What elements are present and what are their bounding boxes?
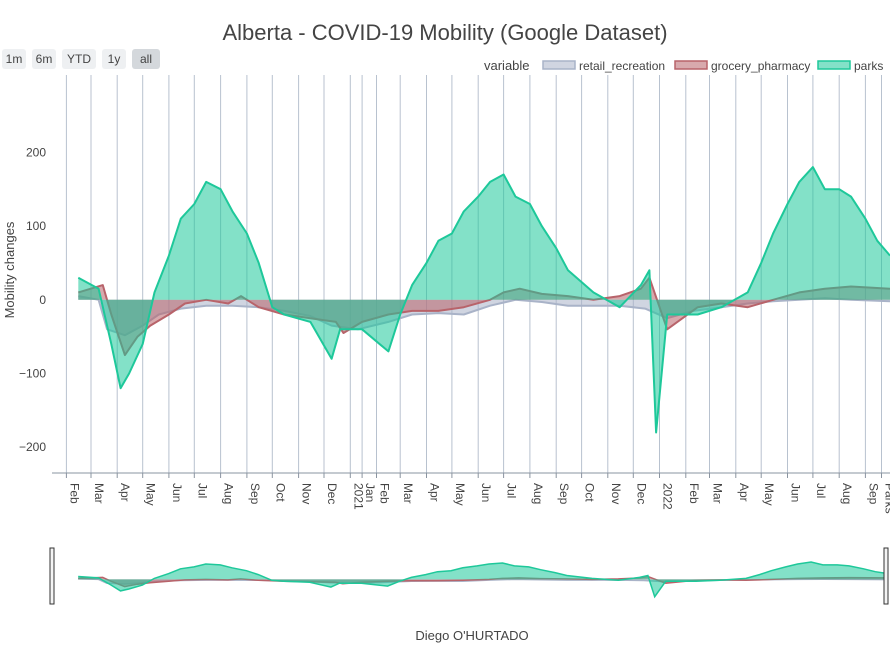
x-tick-label: Apr bbox=[118, 483, 132, 502]
x-tick-label: Feb bbox=[687, 483, 701, 504]
legend-swatch bbox=[674, 60, 708, 70]
x-tick-label: Aug bbox=[840, 483, 854, 504]
legend-label: parks bbox=[854, 59, 883, 73]
legend: variable retail_recreation grocery_pharmac… bbox=[484, 58, 883, 73]
legend-swatch bbox=[542, 60, 576, 70]
range-button-all[interactable]: all bbox=[132, 49, 160, 69]
range-button-bg bbox=[62, 49, 96, 69]
x-tick-label: Feb bbox=[378, 483, 392, 504]
range-button-label: all bbox=[140, 52, 152, 66]
y-axis-label: Mobility changes bbox=[2, 221, 17, 318]
legend-item-parks[interactable]: parks bbox=[817, 59, 883, 73]
y-tick-label: −100 bbox=[19, 367, 46, 381]
x-axis-label: Diego O'HURTADO bbox=[415, 628, 528, 643]
range-slider[interactable] bbox=[49, 547, 889, 605]
x-tick-label: May bbox=[762, 483, 776, 506]
range-button-bg bbox=[132, 49, 160, 69]
range-button-1m[interactable]: 1m bbox=[2, 49, 26, 69]
x-tick-label: Mar bbox=[401, 483, 415, 504]
y-tick-label: 100 bbox=[26, 219, 46, 233]
x-tick-label: Oct bbox=[583, 483, 597, 502]
series-area-parks bbox=[78, 167, 890, 433]
x-tick-label: Jul bbox=[195, 483, 209, 498]
x-tick-label: Oct bbox=[273, 483, 287, 502]
range-button-bg bbox=[102, 49, 126, 69]
x-tick-label: Jan bbox=[363, 483, 377, 502]
plot-area: −200 −100 0 100 200 Feb Mar Apr May Jun Jul Aug Sep… bbox=[19, 75, 890, 514]
x-tick-label: Apr bbox=[737, 483, 751, 502]
x-tick-label: Aug bbox=[531, 483, 545, 504]
range-button-bg bbox=[32, 49, 56, 69]
x-tick-label: Sep bbox=[557, 483, 571, 505]
x-tick-label: Apr bbox=[428, 483, 442, 502]
legend-title: variable bbox=[484, 58, 530, 73]
range-button-ytd[interactable]: YTD bbox=[62, 49, 96, 69]
x-tick-label: Jun bbox=[170, 483, 184, 502]
x-axis-ticks: Feb Mar Apr May Jun Jul Aug Sep Oct Nov Dec 2021Jan… bbox=[65, 473, 890, 514]
legend-label: grocery_pharmacy bbox=[711, 59, 810, 73]
legend-item-grocery-pharmacy[interactable]: grocery_pharmacy bbox=[674, 59, 810, 73]
x-tick-label: Nov bbox=[300, 483, 314, 504]
range-selector: 1m 6m YTD 1y all bbox=[2, 49, 160, 69]
y-tick-label: 200 bbox=[26, 145, 46, 159]
x-tick-label: Nov bbox=[609, 483, 623, 504]
x-tick-label: Jun bbox=[789, 483, 803, 502]
range-button-label: 1m bbox=[6, 52, 23, 66]
range-button-label: 1y bbox=[108, 52, 121, 66]
range-button-1y[interactable]: 1y bbox=[102, 49, 126, 69]
x-tick-label: Mar bbox=[711, 483, 725, 504]
x-tick-label: Aug bbox=[222, 483, 236, 504]
x-tick-label: Sep bbox=[866, 483, 880, 505]
y-tick-label: 0 bbox=[39, 293, 46, 307]
legend-swatch bbox=[817, 60, 851, 70]
y-axis-ticks: −200 −100 0 100 200 bbox=[19, 145, 46, 454]
x-tick-label: Jun bbox=[479, 483, 493, 502]
range-button-bg bbox=[2, 49, 26, 69]
x-tick-label: May bbox=[453, 483, 467, 506]
slider-line-parks bbox=[78, 561, 889, 599]
x-tick-label: Feb bbox=[67, 483, 81, 504]
x-tick-label: Parks bbox=[883, 483, 890, 514]
series-layer bbox=[77, 166, 890, 434]
legend-item-retail-recreation[interactable]: retail_recreation bbox=[542, 59, 665, 73]
x-tick-label: Jul bbox=[814, 483, 828, 498]
range-button-6m[interactable]: 6m bbox=[32, 49, 56, 69]
x-tick-label: May bbox=[144, 483, 158, 506]
x-tick-label: Dec bbox=[634, 483, 648, 504]
x-tick-label: Jul bbox=[505, 483, 519, 498]
x-tick-label: Mar bbox=[92, 483, 106, 504]
legend-label: retail_recreation bbox=[579, 59, 665, 73]
series-line-parks bbox=[77, 166, 890, 434]
x-tick-label: Dec bbox=[325, 483, 339, 504]
slider-handle-right[interactable] bbox=[883, 547, 889, 605]
slider-area-parks bbox=[78, 562, 888, 597]
y-tick-label: −200 bbox=[19, 440, 46, 454]
x-tick-label: 2022 bbox=[661, 483, 675, 510]
x-tick-label: 2021 bbox=[351, 483, 365, 510]
x-tick-label: Sep bbox=[248, 483, 262, 505]
range-button-label: YTD bbox=[67, 52, 91, 66]
range-button-label: 6m bbox=[36, 52, 53, 66]
slider-handle-left[interactable] bbox=[49, 547, 55, 605]
chart-title: Alberta - COVID-19 Mobility (Google Data… bbox=[222, 20, 667, 45]
